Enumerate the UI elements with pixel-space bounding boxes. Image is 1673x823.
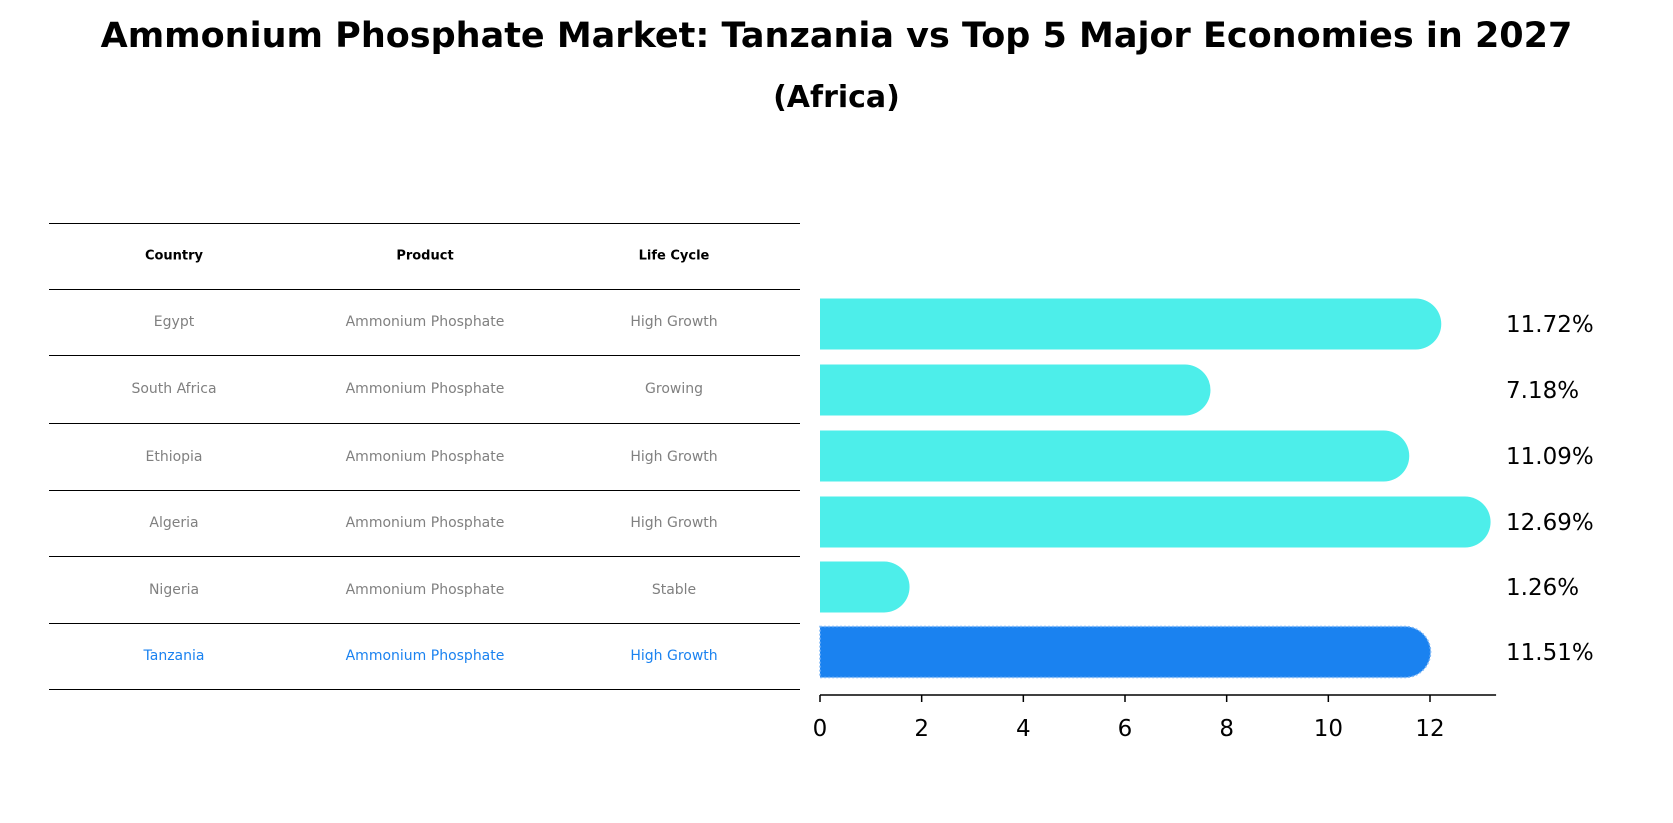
table-divider bbox=[49, 423, 800, 424]
table-divider bbox=[49, 355, 800, 356]
table-cell: Ammonium Phosphate bbox=[345, 448, 505, 465]
table-header: Product bbox=[396, 248, 454, 264]
table-cell: Nigeria bbox=[148, 581, 200, 598]
table-cell: Ammonium Phosphate bbox=[345, 648, 505, 664]
table-header: Life Cycle bbox=[638, 248, 710, 264]
bar-south-africa bbox=[820, 364, 1211, 416]
x-tick-label: 4 bbox=[1016, 716, 1031, 742]
table-header: Country bbox=[144, 248, 204, 264]
bar-nigeria bbox=[820, 561, 910, 613]
table-cell: High Growth bbox=[630, 648, 718, 664]
bar-ethiopia bbox=[820, 430, 1410, 482]
table-cell: High Growth bbox=[630, 314, 718, 330]
x-tick-label: 2 bbox=[914, 716, 929, 742]
bar-value-label: 11.51% bbox=[1506, 640, 1594, 666]
table-cell: Ammonium Phosphate bbox=[345, 381, 505, 397]
table-cell: Ammonium Phosphate bbox=[345, 515, 505, 531]
table-cell: South Africa bbox=[131, 381, 217, 397]
bar-value-label: 12.69% bbox=[1506, 510, 1594, 536]
bar-egypt bbox=[820, 298, 1442, 350]
bar-value-label: 11.09% bbox=[1506, 444, 1594, 470]
table-cell: High Growth bbox=[630, 515, 718, 531]
table-divider bbox=[49, 490, 800, 491]
table-divider bbox=[49, 556, 800, 557]
table-cell: High Growth bbox=[630, 448, 718, 465]
table-cell: Egypt bbox=[153, 314, 195, 330]
chart-subtitle: (Africa) bbox=[773, 80, 900, 115]
bar-value-label: 11.72% bbox=[1506, 312, 1594, 338]
bar-value-label: 1.26% bbox=[1506, 575, 1579, 601]
x-tick-label: 12 bbox=[1415, 716, 1444, 742]
chart-title: Ammonium Phosphate Market: Tanzania vs T… bbox=[100, 16, 1573, 56]
table-divider bbox=[49, 689, 800, 690]
table-cell: Ammonium Phosphate bbox=[345, 314, 505, 330]
table-cell: Ethiopia bbox=[145, 448, 203, 465]
table-divider bbox=[49, 623, 800, 624]
x-tick-label: 10 bbox=[1314, 716, 1343, 742]
table-cell: Growing bbox=[645, 381, 703, 397]
bar-tanzania bbox=[819, 625, 1432, 679]
table-cell: Tanzania bbox=[143, 648, 205, 664]
x-tick-label: 6 bbox=[1118, 716, 1133, 742]
table-cell: Stable bbox=[651, 581, 697, 598]
bar-algeria bbox=[820, 496, 1491, 548]
x-tick-label: 8 bbox=[1219, 716, 1234, 742]
bar-value-label: 7.18% bbox=[1506, 378, 1579, 404]
table-cell: Algeria bbox=[149, 515, 199, 531]
table-divider bbox=[49, 289, 800, 290]
x-tick-label: 0 bbox=[813, 716, 828, 742]
table-divider bbox=[49, 223, 800, 224]
table-cell: Ammonium Phosphate bbox=[345, 581, 505, 598]
